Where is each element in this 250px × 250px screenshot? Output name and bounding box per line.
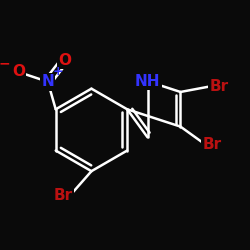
Text: Br: Br xyxy=(54,188,72,203)
Text: +: + xyxy=(52,66,63,78)
Text: O: O xyxy=(58,53,71,68)
Text: −: − xyxy=(0,56,10,70)
Text: N: N xyxy=(42,74,54,89)
Text: O: O xyxy=(12,64,25,80)
Text: Br: Br xyxy=(202,137,222,152)
Text: Br: Br xyxy=(209,78,228,94)
Text: NH: NH xyxy=(135,74,160,89)
